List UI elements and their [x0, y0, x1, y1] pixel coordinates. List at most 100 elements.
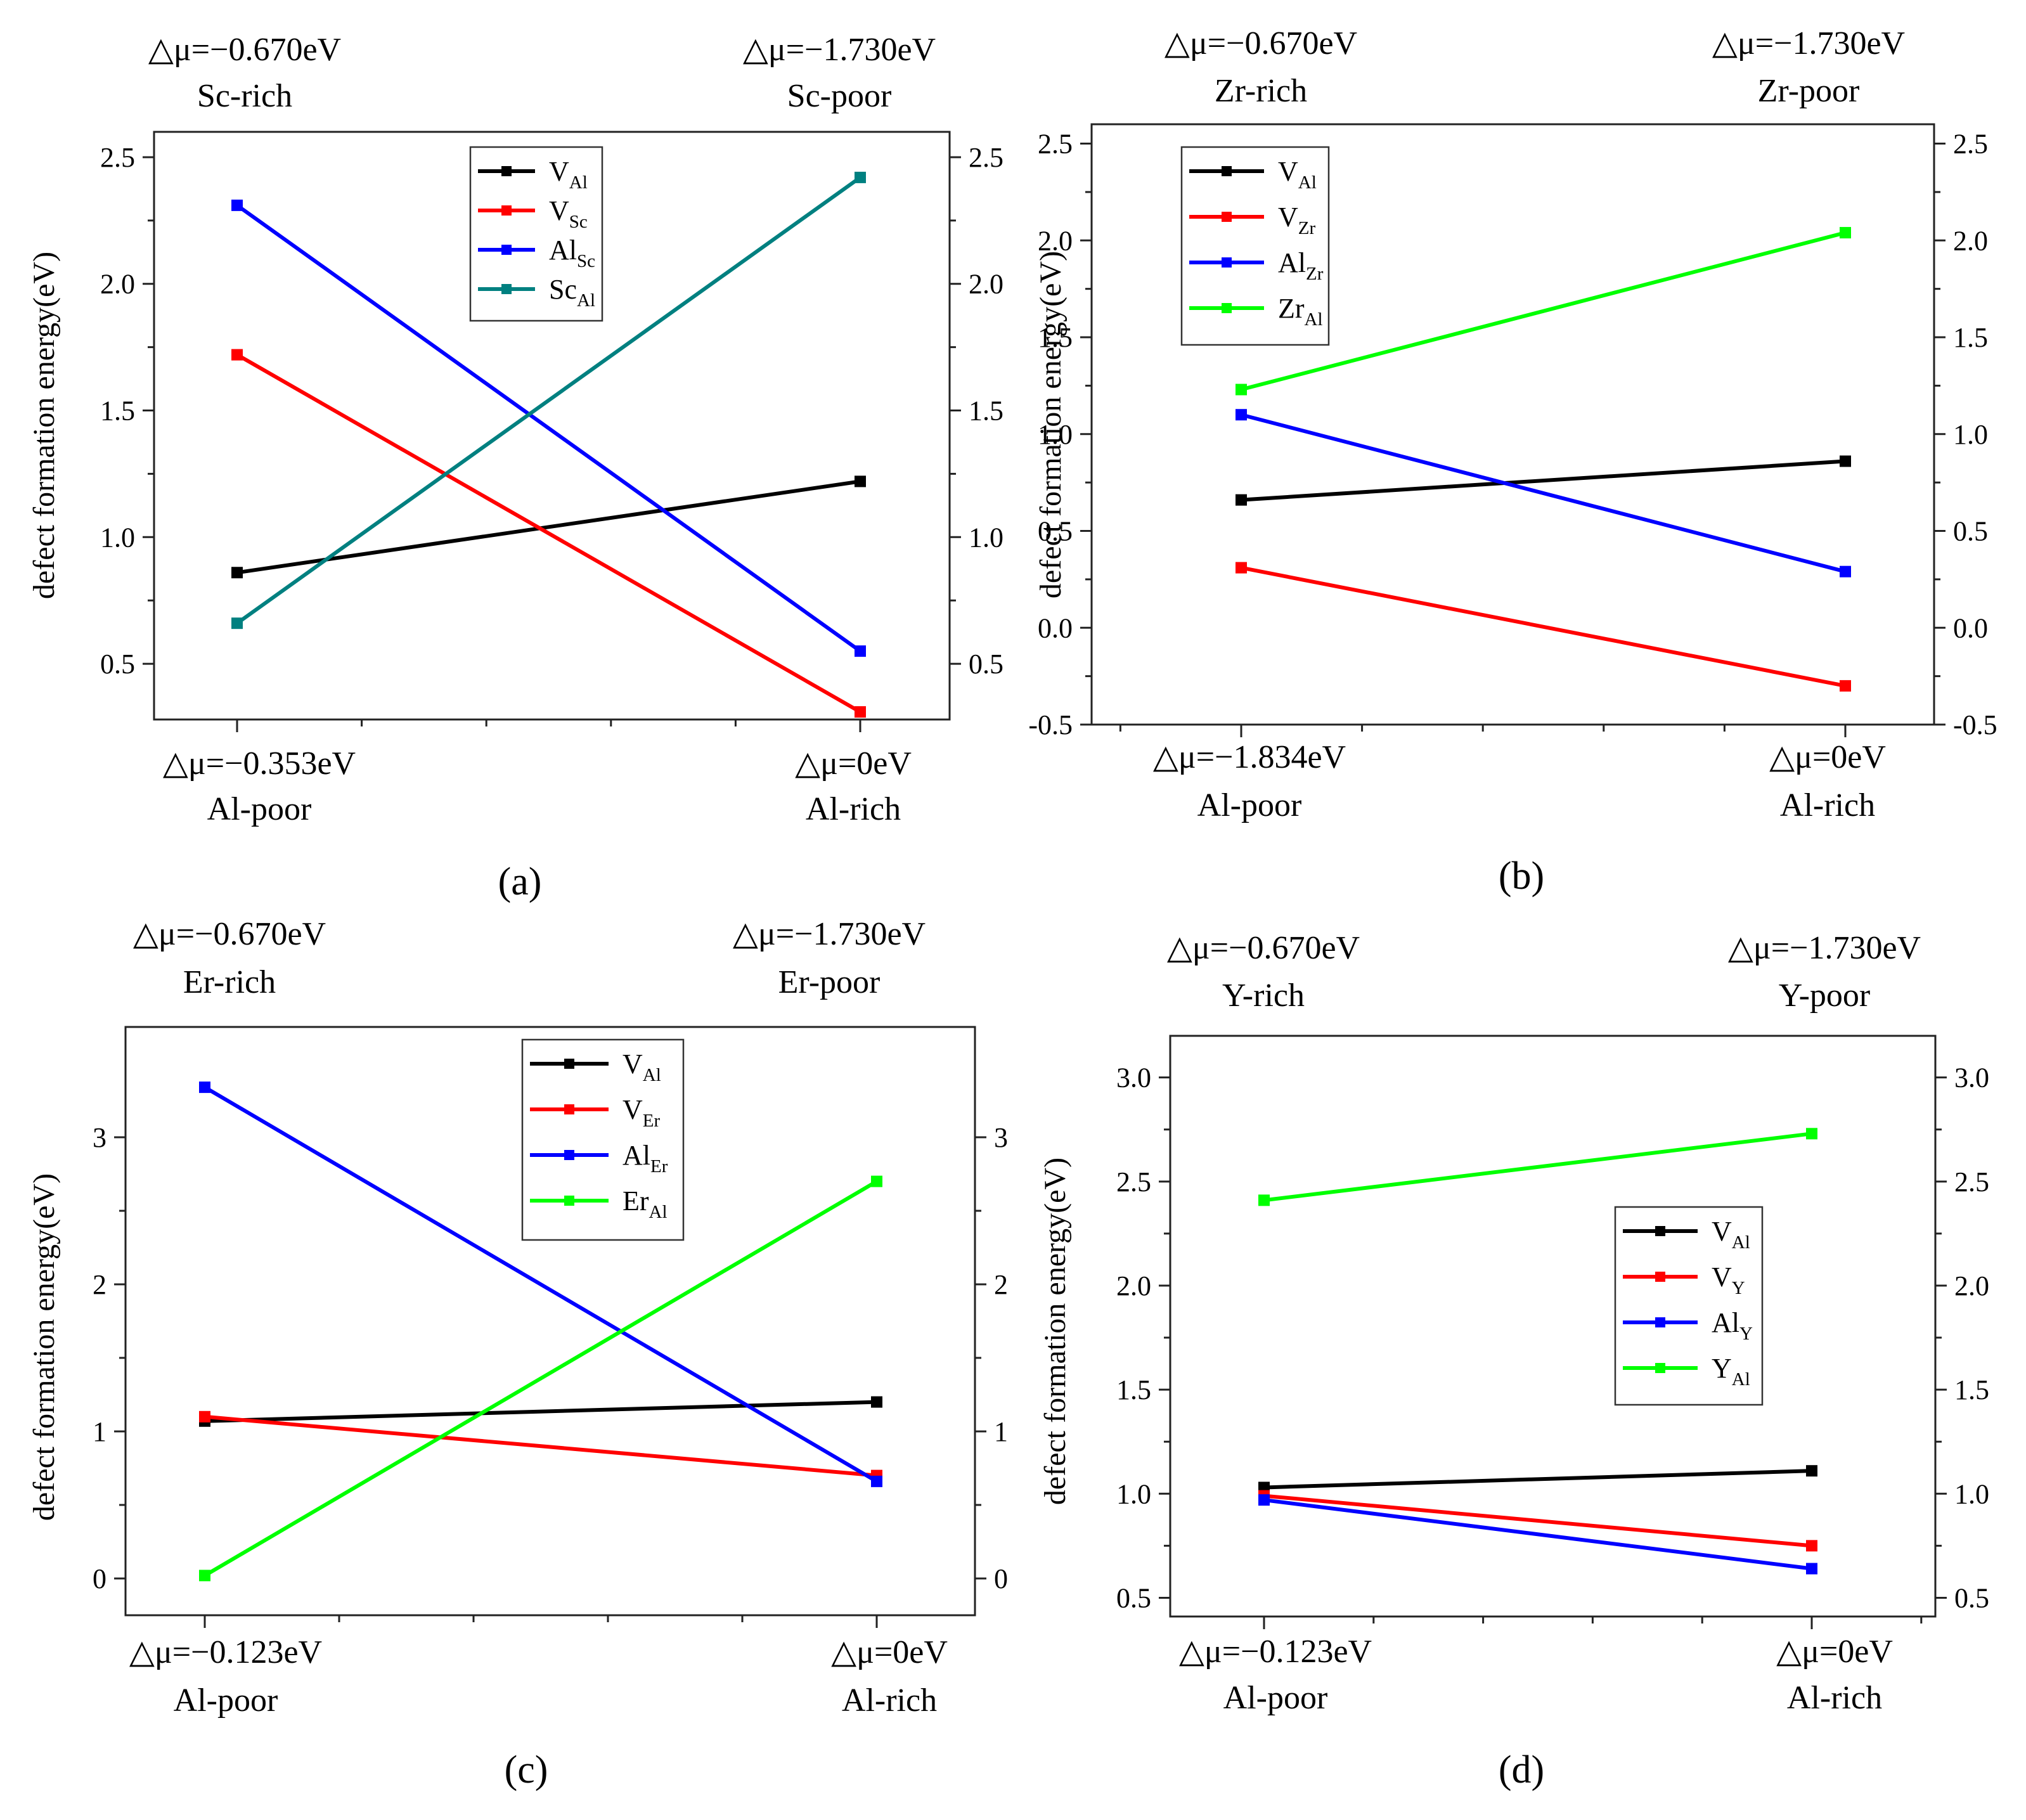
y-tick-label-left: 0.5	[1116, 1582, 1151, 1613]
y-tick-label-left: 1.0	[100, 522, 135, 553]
y-tick-label-left: -0.5	[1028, 709, 1073, 740]
data-point-al-er-al-poor	[199, 1081, 210, 1094]
y-tick-label-left: 2.5	[100, 142, 135, 173]
legend-label-subscript: Al	[569, 172, 588, 193]
y-tick-label-right: 2.5	[969, 142, 1003, 173]
data-point-sc-al-al-rich	[855, 171, 866, 183]
panel-label: (d)	[1499, 1748, 1544, 1791]
legend-label: VAl	[623, 1049, 661, 1085]
top-label-delta: △μ=−1.730eV	[1728, 930, 1921, 966]
series-line-v-sc	[236, 353, 861, 714]
panel-label: (b)	[1499, 855, 1544, 898]
legend-label-subscript: Y	[1732, 1278, 1745, 1298]
y-tick-label-right: 1.5	[1954, 1374, 1989, 1405]
data-point-v-al-al-poor	[231, 567, 243, 579]
y-tick-label-right: 2	[994, 1269, 1008, 1300]
data-point-v-y-al-rich	[1806, 1540, 1817, 1552]
x-label-condition: Al-rich	[842, 1682, 937, 1719]
legend-label-subscript: Al	[1732, 1369, 1750, 1390]
data-point-y-al-al-rich	[1806, 1128, 1817, 1140]
legend-label: VY	[1712, 1262, 1745, 1298]
data-point-v-sc-al-rich	[855, 706, 866, 718]
y-axis-title: defect formation energy(eV)	[27, 252, 61, 599]
legend-marker	[501, 284, 512, 294]
legend-label-subscript: Al	[577, 290, 595, 311]
plot-frame	[124, 1026, 976, 1617]
y-tick-label-left: 1.0	[1116, 1478, 1151, 1509]
y-axis-title: defect formation energy(eV)	[27, 1173, 61, 1521]
data-point-al-er-al-rich	[871, 1475, 882, 1487]
legend-label: VZr	[1278, 202, 1315, 238]
legend-label-base: V	[623, 1094, 643, 1125]
y-tick-label-left: 3	[93, 1122, 106, 1153]
data-point-v-al-al-poor	[1236, 494, 1247, 506]
legend-label-subscript: Zr	[1298, 218, 1316, 238]
series-line-v-zr	[1241, 565, 1846, 688]
legend-label-subscript: Sc	[569, 212, 588, 232]
data-point-er-al-al-poor	[199, 1570, 210, 1582]
y-tick-label-left: 2	[93, 1269, 106, 1300]
legend-label: YAl	[1712, 1353, 1750, 1390]
y-tick-label-right: 2.0	[1954, 1270, 1989, 1301]
legend-label-subscript: Al	[643, 1065, 661, 1085]
series-line-v-al	[236, 479, 861, 575]
y-tick-label-left: 1.5	[100, 396, 135, 427]
legend-label-base: V	[1712, 1262, 1732, 1293]
legend-label-subscript: Al	[649, 1202, 668, 1222]
legend-label-subscript: Al	[1305, 309, 1323, 330]
top-label-condition: Zr-rich	[1215, 73, 1307, 109]
chart-panel-b: -0.5 -0.5 0.0 0.0 0.5 0.5 1.0 1.0 1.5 1.5 2.0 2.0 2.…	[1028, 25, 1997, 898]
top-label-condition: Y-poor	[1779, 978, 1870, 1014]
legend-label-subscript: Y	[1739, 1324, 1753, 1344]
legend-marker	[501, 166, 512, 176]
y-tick-label-left: 1.5	[1116, 1374, 1151, 1405]
legend-marker	[564, 1150, 574, 1160]
legend-label: VAl	[1278, 156, 1317, 193]
data-point-zr-al-al-rich	[1840, 227, 1851, 239]
legend-label-base: V	[1712, 1216, 1732, 1247]
legend-label-base: Er	[623, 1185, 649, 1217]
panel-label: (a)	[498, 860, 542, 903]
series-line-zr-al	[1241, 231, 1846, 392]
legend-label-base: V	[549, 156, 569, 187]
data-point-al-sc-al-poor	[231, 199, 243, 211]
y-tick-label-right: 0.0	[1953, 612, 1988, 643]
y-tick-label-right: 0	[994, 1563, 1008, 1594]
top-label-condition: Zr-poor	[1758, 73, 1860, 109]
series-line-v-al	[204, 1400, 877, 1423]
top-label-condition: Y-rich	[1222, 978, 1305, 1014]
y-axis-title: defect formation energy(eV)	[1034, 251, 1068, 598]
y-tick-label-left: 3.0	[1116, 1062, 1151, 1094]
data-point-al-zr-al-rich	[1840, 565, 1851, 578]
data-point-al-zr-al-poor	[1236, 409, 1247, 421]
top-label-condition: Sc-poor	[787, 78, 892, 114]
data-point-sc-al-al-poor	[231, 617, 243, 629]
legend-label-subscript: Al	[1732, 1232, 1750, 1253]
legend-label: VAl	[1712, 1216, 1750, 1253]
legend-label-base: Al	[549, 235, 577, 266]
x-label-condition: Al-poor	[1223, 1680, 1328, 1716]
y-tick-label-left: 2.5	[1116, 1166, 1151, 1197]
legend-marker	[1655, 1226, 1665, 1236]
legend-label: VAl	[549, 156, 588, 193]
y-tick-label-right: 1.0	[1954, 1478, 1989, 1509]
data-point-v-al-al-rich	[855, 475, 866, 487]
legend-label-subscript: Sc	[577, 251, 595, 271]
legend-label: AlSc	[549, 235, 595, 271]
plot-frame	[1169, 1035, 1937, 1618]
y-tick-label-right: 1.5	[969, 396, 1003, 427]
y-tick-label-left: 0	[93, 1563, 106, 1594]
x-label-condition: Al-rich	[1787, 1680, 1882, 1716]
series-line-v-y	[1263, 1494, 1812, 1548]
top-label-condition: Er-poor	[778, 964, 881, 1000]
top-label-delta: △μ=−1.730eV	[743, 32, 936, 68]
x-label-condition: Al-poor	[1197, 787, 1302, 823]
series-line-er-al	[203, 1180, 878, 1577]
legend-label-base: Zr	[1278, 293, 1305, 324]
top-label-delta: △μ=−1.730eV	[733, 916, 926, 952]
y-tick-label-left: 2.0	[100, 269, 135, 300]
x-label-delta: △μ=0eV	[831, 1634, 948, 1670]
y-tick-label-left: 0.0	[1038, 612, 1073, 643]
legend-marker	[1655, 1272, 1665, 1282]
